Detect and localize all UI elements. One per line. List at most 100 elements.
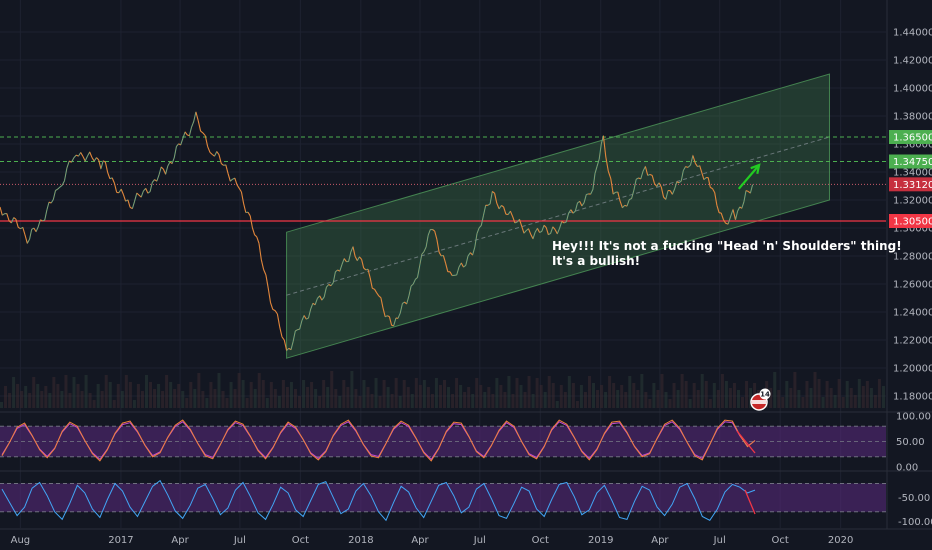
- volume-bar: [857, 379, 861, 408]
- volume-bar: [471, 394, 475, 408]
- volume-bar: [769, 388, 773, 408]
- volume-bar: [112, 400, 116, 408]
- volume-bar: [289, 382, 293, 408]
- volume-bar: [680, 374, 684, 408]
- volume-bar: [28, 393, 32, 408]
- time-tick-label: Apr: [411, 535, 429, 546]
- volume-bar: [749, 388, 753, 408]
- volume-bar: [745, 381, 749, 408]
- volume-bar: [310, 382, 314, 408]
- volume-bar: [265, 398, 269, 408]
- price-tick-label: 1.26000: [893, 280, 932, 291]
- osc-tick-label: -50.00: [898, 493, 930, 504]
- stoch-divergence-line: [736, 430, 756, 454]
- annotation-line-2: It's a bullish!: [552, 254, 640, 268]
- price-tick-label: 1.28000: [893, 252, 932, 263]
- volume-bar: [346, 387, 350, 408]
- price-tick-label: 1.44000: [893, 28, 932, 39]
- volume-bar: [809, 388, 813, 408]
- volume-bar: [849, 388, 853, 408]
- volume-bar: [205, 398, 209, 408]
- volume-bar: [261, 380, 265, 408]
- volume-bar: [447, 387, 451, 408]
- volume-bar: [628, 376, 632, 408]
- osc-tick-label: -100.00: [898, 517, 932, 528]
- volume-bar: [644, 392, 648, 408]
- volume-bar: [318, 396, 322, 408]
- event-badge[interactable]: 14: [750, 388, 771, 411]
- osc-line: [1, 479, 756, 522]
- volume-bar: [169, 382, 173, 408]
- price-tick-label: 1.40000: [893, 84, 932, 95]
- volume-bar: [132, 400, 136, 408]
- volume-bar: [475, 378, 479, 408]
- volume-bar: [515, 378, 519, 408]
- volume-bar: [587, 376, 591, 408]
- stoch-k-line: [1, 419, 756, 462]
- volume-bar: [136, 384, 140, 408]
- volume-bar: [257, 373, 261, 408]
- price-tick-label: 1.32000: [893, 196, 932, 207]
- volume-bar: [153, 389, 157, 408]
- volume-bar: [80, 391, 84, 408]
- volume-bar: [539, 385, 543, 408]
- price-tick-label: 1.24000: [893, 308, 932, 319]
- volume-bar: [306, 387, 310, 408]
- bullish-arrow[interactable]: [737, 163, 761, 190]
- volume-bar: [789, 388, 793, 408]
- volume-bar: [600, 385, 604, 408]
- volume-bar: [704, 381, 708, 408]
- volume-bar: [52, 377, 56, 408]
- volume-bar: [716, 390, 720, 408]
- time-tick-label: 2020: [828, 535, 853, 546]
- volume-bar: [487, 387, 491, 408]
- level-badge-label: 1.30500: [893, 217, 932, 228]
- volume-bar: [322, 380, 326, 408]
- volume-bar: [382, 380, 386, 408]
- volume-bar: [285, 387, 289, 408]
- volume-bar: [350, 371, 354, 408]
- price-tick-label: 1.34000: [893, 168, 932, 179]
- arrow-head: [750, 163, 761, 175]
- volume-bar: [829, 388, 833, 408]
- volume-bar: [20, 391, 24, 408]
- volume-bar: [60, 391, 64, 408]
- volume-bar: [326, 387, 330, 408]
- time-tick-label: Oct: [292, 535, 309, 546]
- level-badge: [889, 154, 932, 169]
- volume-bar: [241, 380, 245, 408]
- volume-bar: [370, 394, 374, 408]
- volume-bar: [531, 394, 535, 408]
- volume-bar: [555, 401, 559, 408]
- volume-bar: [785, 381, 789, 408]
- volume-bar: [161, 391, 165, 408]
- volume-bar: [483, 392, 487, 408]
- volume-bar: [688, 399, 692, 408]
- volume-bar: [249, 382, 253, 408]
- time-tick-label: 2019: [588, 535, 613, 546]
- volume-bar: [229, 382, 233, 408]
- volume-bar: [418, 385, 422, 408]
- volume-bar: [527, 376, 531, 408]
- level-badge: [889, 177, 932, 192]
- level-badge-label: 1.36500: [893, 133, 932, 144]
- volume-bar: [805, 381, 809, 408]
- volume-bar: [197, 373, 201, 408]
- volume-bar: [366, 387, 370, 408]
- volume-bar: [596, 390, 600, 408]
- volume-bar: [491, 394, 495, 408]
- volume-bar: [217, 373, 221, 408]
- volume-bar: [201, 391, 205, 408]
- volume-bar: [281, 380, 285, 408]
- volume-bar: [104, 375, 108, 408]
- volume-bar: [225, 398, 229, 408]
- volume-bar: [128, 382, 132, 408]
- volume-bar: [523, 392, 527, 408]
- volume-bar: [853, 395, 857, 408]
- volume-bar: [144, 375, 148, 408]
- price-tick-label: 1.36000: [893, 140, 932, 151]
- volume-bar: [535, 378, 539, 408]
